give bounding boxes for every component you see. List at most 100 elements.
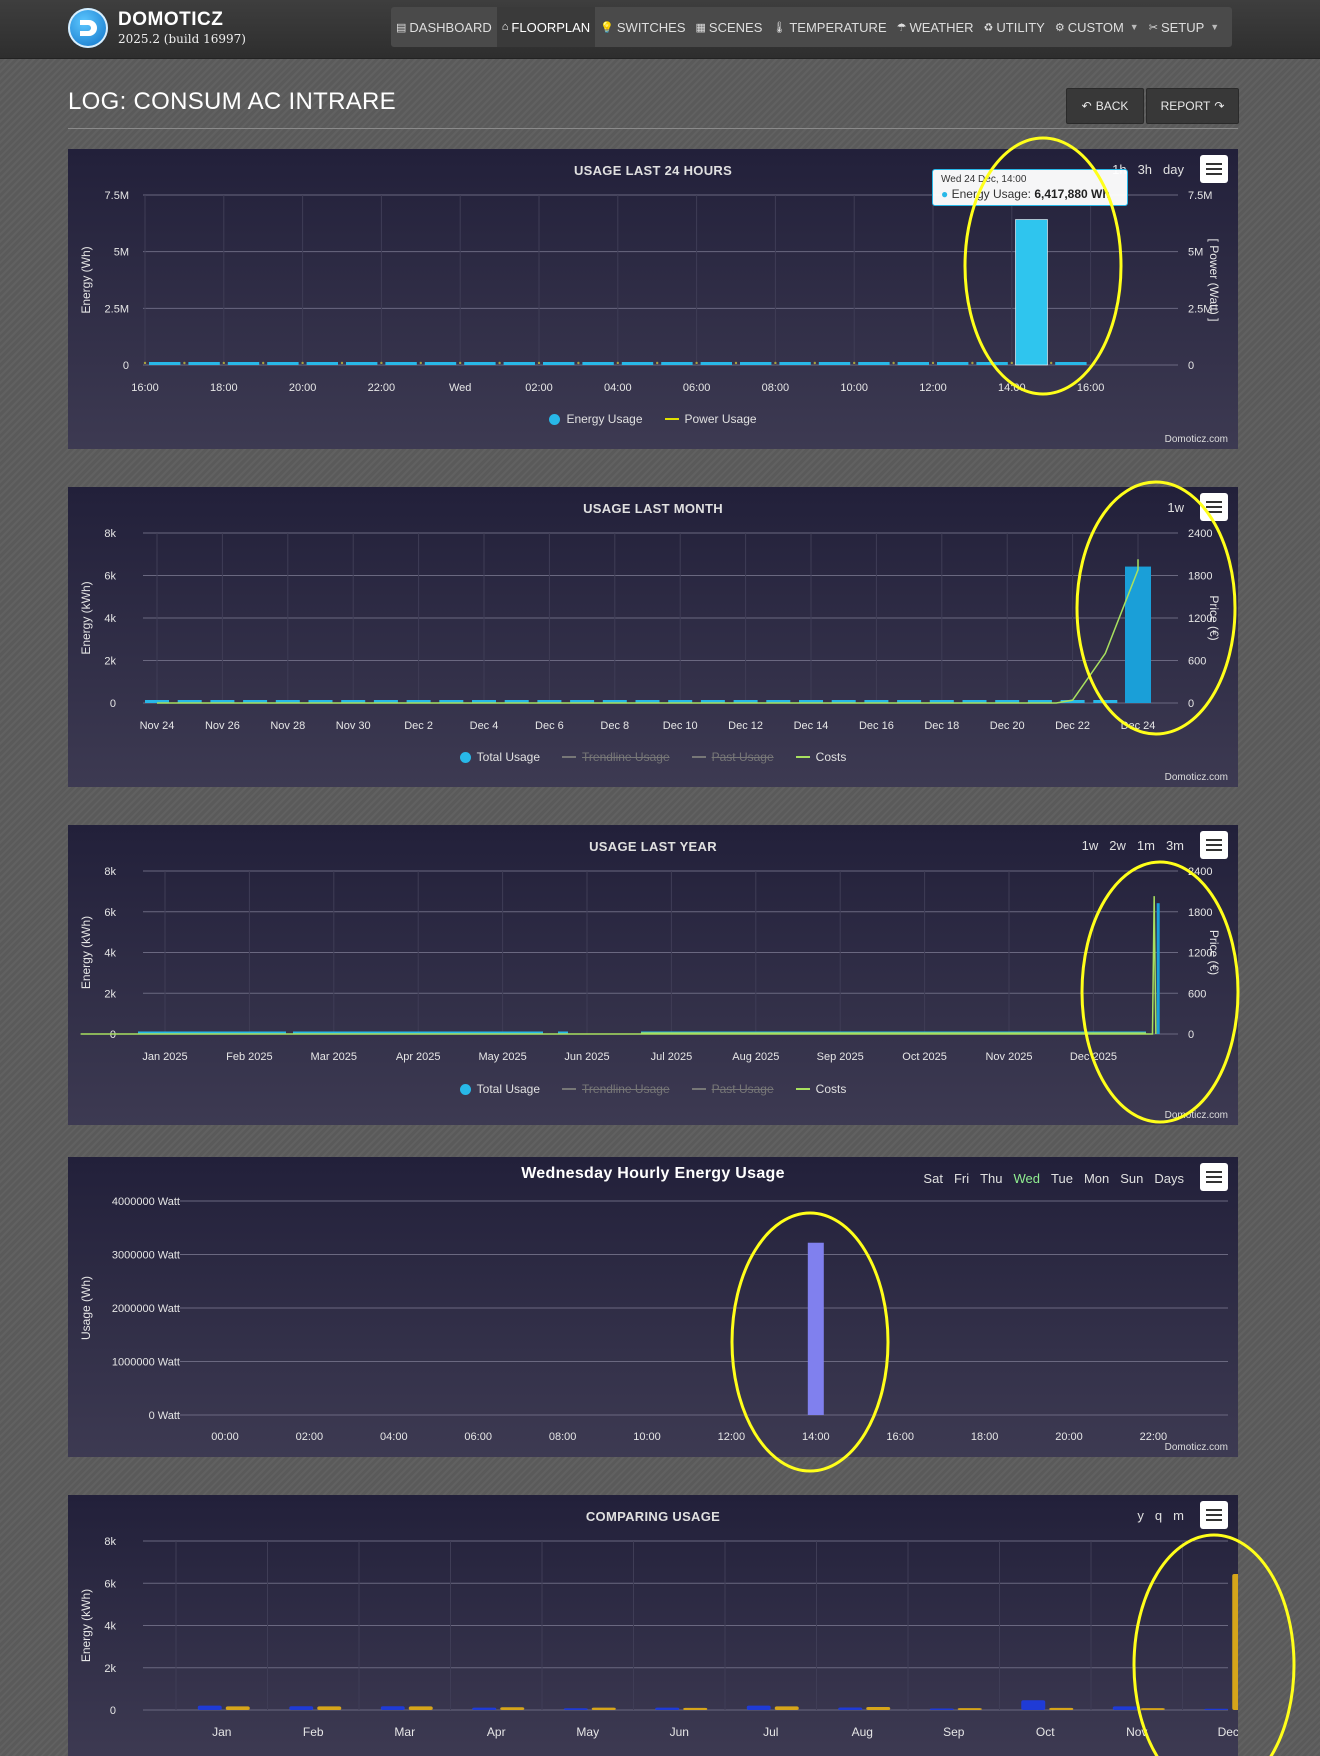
menu-item-weather[interactable]: ☂ WEATHER	[892, 7, 979, 47]
y-tick-label: 3000000 Watt	[112, 1250, 180, 1262]
legend-label: Total Usage	[476, 750, 541, 764]
domoticz-logo-icon[interactable]	[68, 8, 108, 48]
y-tick-label: 2000000 Watt	[112, 1303, 180, 1315]
chart-title: Wednesday Hourly Energy Usage	[521, 1165, 785, 1182]
legend-item[interactable]: Energy Usage	[549, 412, 643, 426]
credits-link[interactable]: Domoticz.com	[1164, 434, 1228, 445]
range-button-2w[interactable]: 2w	[1109, 838, 1126, 853]
energy-bar	[700, 362, 732, 365]
tooltip-value: 6,417,880 Wh	[1034, 187, 1110, 201]
x-tick-label: 20:00	[1055, 1431, 1083, 1443]
x-tick-label: 16:00	[1077, 382, 1105, 394]
legend-item[interactable]: Power Usage	[664, 412, 757, 426]
legend-label: Total Usage	[476, 1082, 541, 1096]
credits-link[interactable]: Domoticz.com	[1164, 1442, 1228, 1453]
brand-version: 2025.2 (build 16997)	[118, 32, 246, 46]
power-point	[734, 361, 738, 365]
range-button-sun[interactable]: Sun	[1120, 1171, 1144, 1186]
x-tick-label: Dec 8	[600, 720, 629, 732]
compare-bar-2025	[408, 1706, 433, 1710]
power-point	[892, 361, 895, 365]
range-button-wed[interactable]: Wed	[1013, 1171, 1041, 1186]
menu-item-dashboard[interactable]: ▤ DASHBOARD	[391, 7, 497, 47]
chart-menu-icon[interactable]	[1200, 1163, 1228, 1191]
menu-label: FLOORPLAN	[511, 19, 591, 35]
menu-item-switches[interactable]: 💡 SWITCHES	[595, 7, 690, 47]
legend-item[interactable]: Trendline Usage	[562, 750, 670, 764]
chart-menu-icon[interactable]	[1200, 831, 1228, 859]
credits-link[interactable]: Domoticz.com	[1164, 772, 1228, 783]
menu-item-utility[interactable]: ♻ UTILITY	[979, 7, 1050, 47]
back-button[interactable]: ↶ BACK	[1066, 88, 1144, 124]
x-tick-label: 06:00	[683, 382, 711, 394]
range-button-3h[interactable]: 3h	[1137, 162, 1153, 177]
x-tick-label: 18:00	[210, 382, 238, 394]
tooltip-header: Wed 24 Dec, 14:00	[941, 174, 1027, 185]
power-point	[340, 361, 344, 365]
chart-legend: Total Usage Trendline Usage Past Usage Cost…	[68, 750, 1238, 764]
legend-item[interactable]: Trendline Usage	[562, 1082, 670, 1096]
compare-bar-2024	[1021, 1700, 1046, 1710]
legend-item[interactable]: Total Usage	[459, 750, 541, 764]
range-button-days[interactable]: Days	[1154, 1171, 1184, 1186]
energy-bar	[424, 362, 457, 365]
menu-item-custom[interactable]: ⚙ CUSTOM ▼	[1050, 7, 1144, 47]
energy-bar	[976, 362, 1008, 365]
compare-bar-2024	[563, 1708, 588, 1710]
x-tick-label: Feb 2025	[226, 1051, 272, 1063]
legend-item[interactable]: Past Usage	[691, 750, 774, 764]
legend-item[interactable]: Total Usage	[459, 1082, 541, 1096]
legend-item[interactable]: Costs	[795, 1082, 846, 1096]
compare-bar-2024	[472, 1707, 497, 1710]
y2-tick-label: 0	[1188, 698, 1194, 710]
legend-item[interactable]: Costs	[795, 750, 847, 764]
legend-symbol-icon	[459, 751, 471, 763]
main-menu: ▤ DASHBOARD ⌂ FLOORPLAN 💡 SWITCHES ▦ SCENES 🌡 TEM…	[391, 7, 1232, 47]
thermometer-icon: 🌡	[772, 21, 787, 34]
y2-tick-label: 2400	[1188, 528, 1212, 540]
range-button-mon[interactable]: Mon	[1083, 1171, 1110, 1186]
tools-icon: ✂	[1148, 21, 1158, 34]
legend-label: Costs	[815, 750, 847, 764]
chart-menu-icon[interactable]	[1200, 1501, 1228, 1529]
range-button-1w[interactable]: 1w	[1081, 838, 1099, 853]
menu-item-setup[interactable]: ✂ SETUP ▼	[1144, 7, 1224, 47]
legend-symbol-icon	[795, 756, 810, 758]
power-point	[262, 361, 265, 365]
range-button-m[interactable]: m	[1173, 1508, 1184, 1523]
menu-item-floorplan[interactable]: ⌂ FLOORPLAN	[496, 7, 596, 47]
brand-name[interactable]: DOMOTICZ	[118, 9, 224, 30]
range-button-3m[interactable]: 3m	[1165, 838, 1184, 853]
range-button-day[interactable]: day	[1163, 162, 1184, 177]
range-button-1m[interactable]: 1m	[1136, 838, 1155, 853]
report-button[interactable]: REPORT ↷	[1146, 88, 1239, 124]
y2-tick-label: 2400	[1188, 866, 1212, 878]
range-button-tue[interactable]: Tue	[1051, 1171, 1073, 1186]
x-tick-label: 06:00	[464, 1431, 492, 1443]
x-tick-label: 12:00	[718, 1431, 746, 1443]
range-button-q[interactable]: q	[1154, 1508, 1163, 1523]
x-tick-label: Dec 4	[470, 720, 499, 732]
x-tick-label: Dec 18	[924, 720, 959, 732]
legend-item[interactable]: Past Usage	[691, 1082, 774, 1096]
usage-bar	[439, 700, 464, 703]
compare-bar-2025	[1232, 1573, 1238, 1710]
y2-tick-label: 600	[1188, 988, 1206, 1000]
range-button-thu[interactable]: Thu	[980, 1171, 1003, 1186]
legend-symbol-icon	[562, 1088, 577, 1090]
chart-menu-icon[interactable]	[1200, 155, 1228, 183]
range-button-sat[interactable]: Sat	[923, 1171, 943, 1186]
legend-symbol-icon	[459, 1083, 471, 1095]
range-button-y[interactable]: y	[1137, 1508, 1144, 1523]
energy-bar	[227, 362, 260, 365]
menu-item-temperature[interactable]: 🌡 TEMPERATURE	[767, 7, 891, 47]
menu-item-scenes[interactable]: ▦ SCENES	[691, 7, 768, 47]
range-button-fri[interactable]: Fri	[953, 1171, 970, 1186]
y-tick-label: 7.5M	[105, 190, 129, 202]
x-tick-label: Aug	[852, 1725, 873, 1739]
power-point	[931, 361, 935, 365]
compare-bar-2025	[774, 1706, 799, 1710]
usage-bar	[897, 700, 922, 703]
power-point	[143, 361, 147, 365]
credits-link[interactable]: Domoticz.com	[1164, 1110, 1228, 1121]
